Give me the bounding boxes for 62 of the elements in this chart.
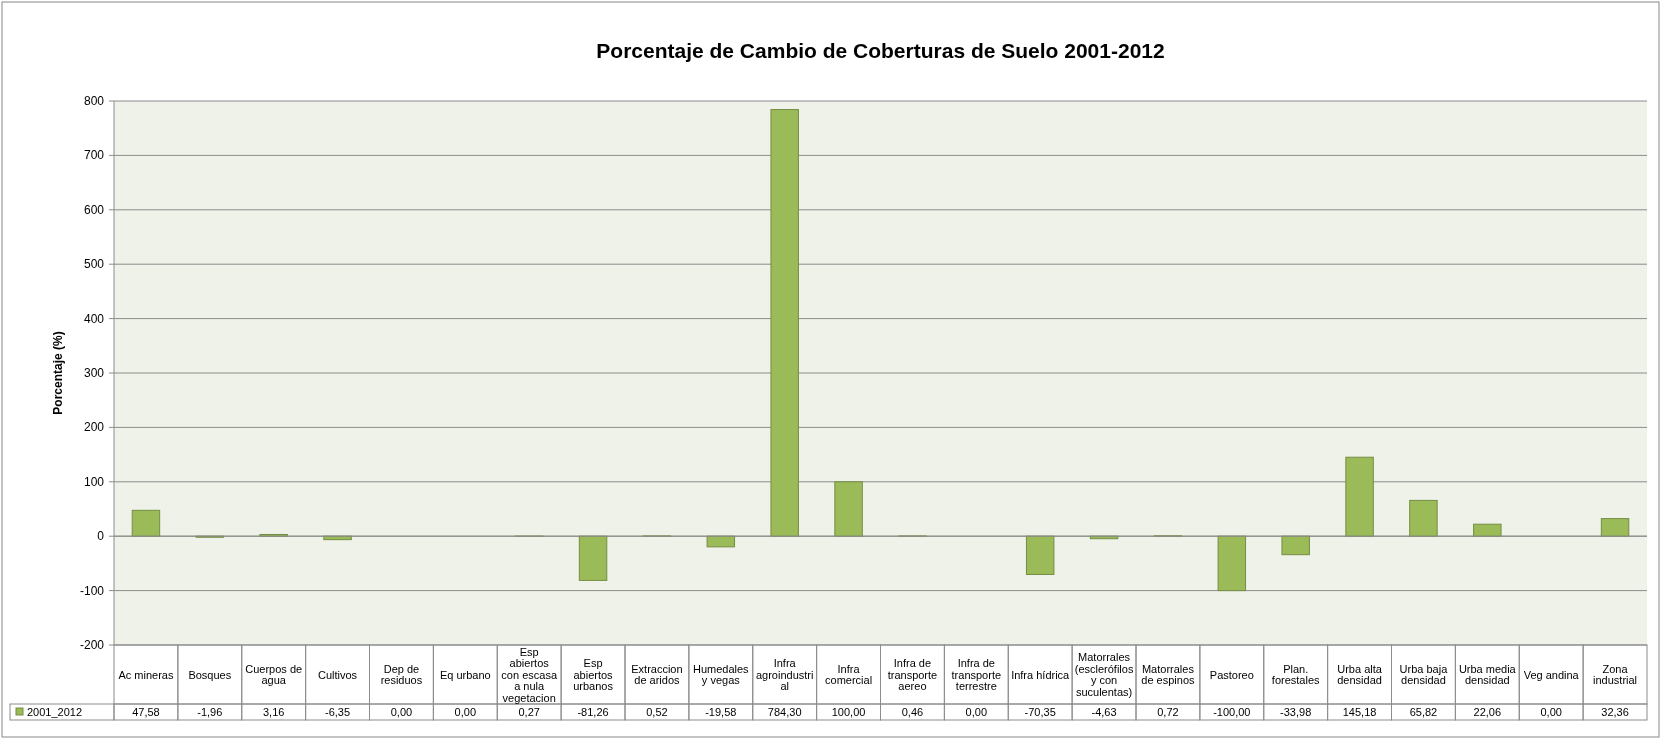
data-label: -70,35 xyxy=(1024,706,1056,718)
data-label: 0,72 xyxy=(1157,706,1179,718)
data-label: 32,36 xyxy=(1601,706,1629,718)
data-label: -81,26 xyxy=(577,706,609,718)
x-tick-label: Cultivos xyxy=(318,668,358,681)
x-tick-label: Urba alta densidad xyxy=(1337,662,1383,687)
x-tick-label: Zona industrial xyxy=(1593,662,1638,687)
x-tick-label: Bosques xyxy=(188,668,232,681)
data-label: 22,06 xyxy=(1473,706,1502,718)
y-tick-label: 600 xyxy=(83,202,105,217)
y-tick-label: 800 xyxy=(83,94,105,108)
data-label: 0,00 xyxy=(1540,706,1562,718)
data-label: 145,18 xyxy=(1342,706,1377,718)
x-tick-label: Eq urbano xyxy=(439,668,491,681)
data-label: 0,46 xyxy=(901,706,924,718)
x-tick-label: Pastoreo xyxy=(1209,668,1254,681)
x-tick-label: Infra de transporte aereo xyxy=(887,657,938,692)
data-label: 0,27 xyxy=(518,706,540,718)
x-tick-label: Cuerpos de agua xyxy=(245,662,303,687)
y-tick-label: 300 xyxy=(83,366,105,380)
data-label: 100,00 xyxy=(831,706,866,718)
x-tick-label: Esp abiertos urbanos xyxy=(573,657,614,692)
x-tick-label: Matorrales de espinos xyxy=(1141,662,1196,687)
y-tick-label: -200 xyxy=(79,638,105,652)
y-tick-label: -100 xyxy=(79,583,105,598)
y-tick-label: 100 xyxy=(83,474,105,489)
data-label: 0,00 xyxy=(965,706,988,718)
data-label: -33,98 xyxy=(1280,706,1312,718)
x-tick-label: Esp abiertos con escasa a nula vegetacion xyxy=(501,645,558,704)
x-tick-label: Infra comercial xyxy=(825,662,873,687)
data-label: -6,35 xyxy=(325,706,351,718)
chart-title: Porcentaje de Cambio de Coberturas de Suelo 2001-2012 xyxy=(596,39,1165,62)
x-tick-label: Humedales y vegas xyxy=(692,662,750,687)
x-tick-label: Infra agroindustrial xyxy=(755,657,814,692)
y-tick-label: 700 xyxy=(83,148,105,163)
data-label: -1,96 xyxy=(197,706,223,718)
y-tick-label: 0 xyxy=(97,529,105,544)
x-tick-label: Ac mineras xyxy=(118,668,174,681)
data-label: 3,16 xyxy=(262,706,285,718)
y-tick-label: 200 xyxy=(83,420,105,435)
data-label: 47,58 xyxy=(132,706,160,718)
x-tick-label: Infra hídrica xyxy=(1011,668,1071,681)
x-tick-label: Matorrales (esclerófilos y con suculentas) xyxy=(1074,651,1134,698)
y-axis-title: Porcentaje (%) xyxy=(51,331,65,415)
x-tick-label: Urba media densidad xyxy=(1458,662,1517,687)
data-label: -19,58 xyxy=(705,706,737,718)
x-tick-label: Plan. forestales xyxy=(1271,662,1321,687)
x-tick-label: Extraccion de aridos xyxy=(631,662,683,687)
y-tick-label: 400 xyxy=(83,311,105,326)
x-tick-label: Veg andina xyxy=(1523,668,1580,681)
legend-label: 2001_2012 xyxy=(27,706,83,718)
x-tick-label: Infra de transporte terrestre xyxy=(951,657,1002,692)
data-label: -100,00 xyxy=(1213,706,1251,718)
data-label: 0,00 xyxy=(390,706,413,718)
data-label: 784,30 xyxy=(767,706,802,718)
data-label: 0,00 xyxy=(454,706,477,718)
data-label: 0,52 xyxy=(646,706,668,718)
data-label: -4,63 xyxy=(1091,706,1117,718)
data-label: 65,82 xyxy=(1409,706,1438,718)
y-tick-label: 500 xyxy=(83,257,105,272)
x-tick-label: Urba baja densidad xyxy=(1399,662,1449,687)
x-tick-label: Dep de residuos xyxy=(380,662,423,687)
